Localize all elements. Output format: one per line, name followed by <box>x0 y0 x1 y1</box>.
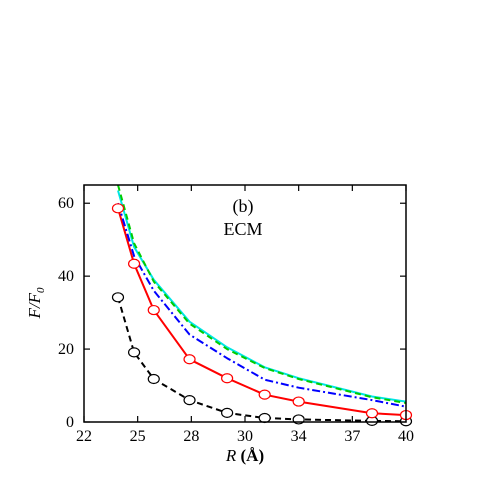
series-line-5 <box>117 185 406 404</box>
series-2-point <box>127 258 141 269</box>
y-axis-title-base: F/F <box>25 292 44 319</box>
y-axis-title-sub: 0 <box>35 287 47 293</box>
series-2-point <box>258 389 271 400</box>
x-tick-label: 30 <box>237 428 253 445</box>
y-tick-label: 60 <box>58 195 74 212</box>
series-1-point <box>111 292 125 303</box>
x-tick-label: 37 <box>344 428 360 445</box>
y-tick-label: 40 <box>58 268 74 285</box>
x-tick-label: 28 <box>183 428 199 445</box>
x-axis-title: R (Å) <box>225 446 264 465</box>
x-tick-label: 34 <box>291 428 307 445</box>
x-axis-title-symbol: R <box>225 446 237 465</box>
series-2-point <box>221 373 234 384</box>
plot-frame <box>83 184 407 423</box>
annotation-ecm-label: ECM <box>223 219 262 239</box>
series-2-point <box>292 396 305 407</box>
series-line-2 <box>117 208 406 417</box>
tick-labels: 22 25 28 30 34 37 40 0 20 40 60 <box>58 195 414 445</box>
x-axis-title-unit: (Å) <box>236 446 264 465</box>
marker-layer <box>111 203 413 427</box>
series-2-point <box>147 304 160 316</box>
series-1-point <box>147 373 160 385</box>
series-1-point <box>183 395 196 406</box>
x-tick-label: 25 <box>130 428 146 445</box>
series-2-point <box>365 408 379 419</box>
x-tick-label: 22 <box>76 428 92 445</box>
y-tick-label: 0 <box>66 414 74 431</box>
series-1-point <box>258 412 271 424</box>
series-line-3 <box>117 202 406 408</box>
x-tick-label: 40 <box>398 428 414 445</box>
svg-text:F/F0: F/F0 <box>25 287 47 320</box>
series-1-point <box>221 407 234 418</box>
series-2-point <box>111 203 125 214</box>
y-axis-title: F/F0 <box>25 287 47 320</box>
y-tick-label: 20 <box>58 341 74 358</box>
series-2-point <box>183 354 196 365</box>
series-line-1 <box>117 297 406 422</box>
series-1-point <box>127 347 141 358</box>
annotation-panel-label: (b) <box>233 196 254 217</box>
